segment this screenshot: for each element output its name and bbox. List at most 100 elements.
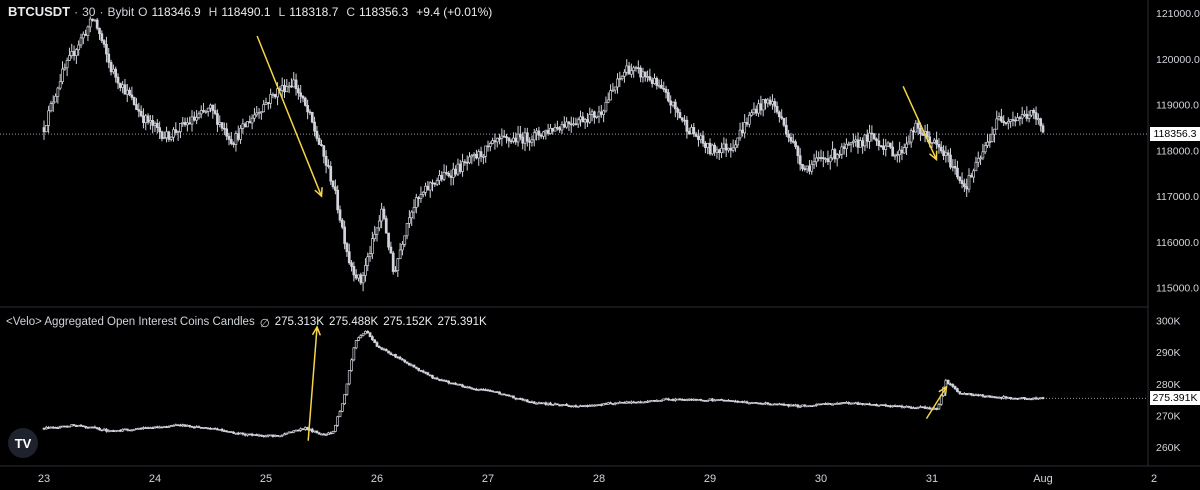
price-tick-label: 120000.0 [1156, 54, 1200, 66]
price-candle [1034, 112, 1038, 120]
low-label: L [278, 5, 286, 19]
down-arrow-price-1[interactable] [256, 35, 323, 197]
price-candle [255, 112, 259, 116]
oi-candle [694, 398, 698, 401]
price-candle [299, 92, 303, 97]
oi-candle [750, 402, 753, 404]
oi-candle [227, 431, 231, 433]
oi-candle [1034, 397, 1038, 400]
up-arrow-oi-1[interactable] [307, 326, 318, 441]
price-candle [493, 140, 497, 143]
oi-candle [710, 398, 714, 401]
price-candle [639, 67, 642, 78]
price-candle [375, 227, 379, 235]
price-candle [482, 155, 485, 158]
oi-candle [260, 434, 263, 437]
oi-candle [211, 427, 215, 430]
time-tick-label: 26 [371, 473, 383, 485]
price-candle [532, 132, 536, 141]
oi-candle [128, 429, 131, 432]
price-candle [907, 141, 911, 145]
oi-candle [909, 406, 913, 409]
oi-candle [673, 398, 677, 401]
price-candle [377, 220, 381, 229]
tradingview-logo[interactable]: TV [8, 428, 38, 458]
up-arrow-oi-1-head [311, 325, 322, 336]
oi-candle [303, 427, 307, 430]
oi-candle [519, 397, 522, 400]
indicator-name[interactable]: <Velo> Aggregated Open Interest Coins Ca… [6, 316, 255, 328]
price-candle [239, 128, 242, 140]
oi-candle [449, 382, 453, 385]
price-candle [477, 151, 481, 159]
price-candle [731, 147, 735, 151]
oi-candle [956, 388, 959, 392]
price-candle [958, 176, 962, 181]
oi-candle [165, 426, 168, 428]
oi-candle [593, 404, 596, 407]
oi-candle [262, 435, 266, 437]
oi-candle [112, 430, 115, 432]
price-candle [225, 128, 229, 137]
oi-candle [419, 369, 423, 372]
price-candle [347, 251, 351, 264]
up-arrow-oi-2[interactable] [925, 386, 948, 420]
oi-candle [731, 400, 735, 402]
oi-candle [507, 394, 511, 397]
price-candle [507, 137, 511, 142]
oi-candle [639, 401, 642, 404]
price-candle [373, 233, 377, 239]
oi-candle [114, 430, 118, 432]
oi-candle [808, 405, 811, 408]
down-arrow-price-2[interactable] [902, 86, 938, 160]
price-candle [613, 86, 617, 91]
price-candle [771, 101, 774, 105]
oi-candle [988, 395, 992, 398]
oi-candle [266, 434, 270, 437]
price-candle [636, 67, 640, 69]
oi-candle [322, 433, 326, 436]
oi-candle [285, 432, 289, 435]
price-candle [463, 161, 467, 164]
oi-candle [821, 403, 825, 405]
price-candle [939, 146, 943, 152]
price-candle [567, 121, 571, 125]
price-candle [937, 144, 941, 148]
oi-candle [535, 402, 538, 405]
oi-candle [838, 402, 841, 405]
price-candle [572, 123, 575, 126]
oi-candle [530, 401, 534, 404]
oi-candle [926, 407, 929, 410]
oi-candle [454, 383, 457, 385]
price-candle [722, 143, 726, 149]
price-candle [440, 175, 444, 180]
oi-candle [151, 427, 155, 429]
price-candle [882, 145, 885, 150]
price-candle [70, 51, 74, 56]
timeframe-label[interactable]: 30 [82, 5, 96, 19]
oi-candle [213, 427, 217, 430]
price-candle [320, 144, 323, 146]
price-candle [1004, 122, 1008, 124]
price-candle [79, 37, 83, 46]
price-candle [953, 165, 957, 169]
price-candle [840, 146, 844, 155]
price-candle [546, 129, 550, 134]
oi-candle [241, 432, 245, 435]
oi-candle [352, 347, 356, 361]
price-candle [981, 151, 985, 159]
symbol-label[interactable]: BTCUSDT [8, 4, 71, 19]
oi-candle [391, 354, 395, 356]
oi-candle [442, 379, 446, 382]
oi-candle [54, 426, 57, 429]
time-tick-label: 2 [1151, 473, 1157, 485]
oi-candle [738, 401, 742, 403]
price-candle [805, 165, 809, 170]
exchange-label: Bybit [107, 5, 135, 19]
oi-candle [461, 384, 464, 388]
oi-candle [188, 425, 192, 427]
oi-candle [155, 426, 159, 429]
price-candle [1041, 125, 1045, 133]
price-candle [445, 171, 448, 174]
